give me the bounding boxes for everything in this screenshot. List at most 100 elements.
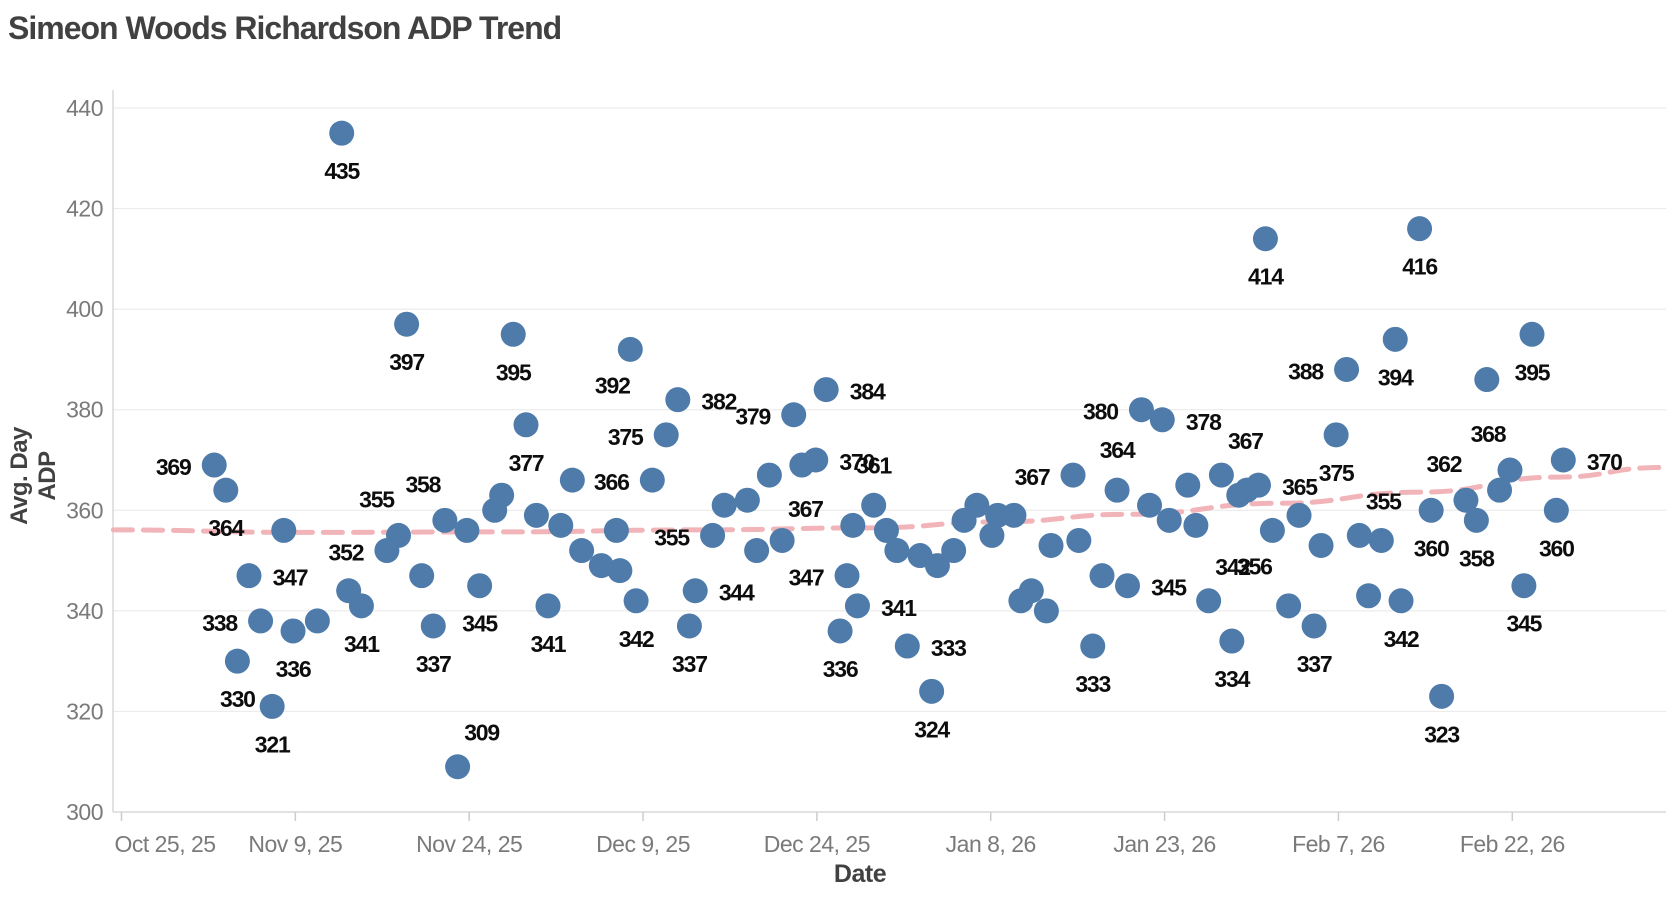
data-point[interactable] (617, 336, 643, 362)
data-point[interactable] (919, 678, 945, 704)
data-point[interactable] (1418, 497, 1444, 523)
data-point[interactable] (711, 492, 737, 518)
data-point[interactable] (769, 527, 795, 553)
data-point[interactable] (420, 613, 446, 639)
data-point[interactable] (1382, 326, 1408, 352)
data-point[interactable] (623, 588, 649, 614)
data-point[interactable] (781, 402, 807, 428)
data-point[interactable] (489, 482, 515, 508)
data-point[interactable] (834, 563, 860, 589)
data-point[interactable] (394, 311, 420, 337)
data-point[interactable] (756, 462, 782, 488)
data-point[interactable] (559, 467, 585, 493)
data-point[interactable] (1453, 487, 1479, 513)
data-point[interactable] (1497, 457, 1523, 483)
data-point[interactable] (1175, 472, 1201, 498)
data-point[interactable] (248, 608, 274, 634)
data-point[interactable] (1018, 578, 1044, 604)
data-point[interactable] (964, 492, 990, 518)
data-point[interactable] (409, 563, 435, 589)
data-point[interactable] (744, 538, 770, 564)
data-point[interactable] (1066, 527, 1092, 553)
data-point[interactable] (1550, 447, 1576, 473)
data-point[interactable] (454, 517, 480, 543)
data-point[interactable] (304, 608, 330, 634)
data-point[interactable] (1104, 477, 1130, 503)
data-point[interactable] (1196, 588, 1222, 614)
data-point[interactable] (827, 618, 853, 644)
data-point[interactable] (1463, 507, 1489, 533)
data-point[interactable] (1543, 497, 1569, 523)
data-point[interactable] (682, 578, 708, 604)
data-point[interactable] (1033, 598, 1059, 624)
data-point[interactable] (924, 553, 950, 579)
data-point[interactable] (1259, 517, 1285, 543)
data-point[interactable] (1301, 613, 1327, 639)
data-point[interactable] (535, 593, 561, 619)
data-point[interactable] (1183, 512, 1209, 538)
data-point[interactable] (1276, 593, 1302, 619)
data-point[interactable] (1001, 502, 1027, 528)
data-point[interactable] (1519, 321, 1545, 347)
data-point[interactable] (348, 593, 374, 619)
data-point[interactable] (861, 492, 887, 518)
data-point[interactable] (1245, 472, 1271, 498)
data-point[interactable] (873, 517, 899, 543)
data-point[interactable] (894, 633, 920, 659)
data-point[interactable] (523, 502, 549, 528)
data-point[interactable] (840, 512, 866, 538)
data-point[interactable] (1089, 563, 1115, 589)
data-point[interactable] (1474, 367, 1500, 393)
data-point[interactable] (259, 693, 285, 719)
data-point[interactable] (1115, 573, 1141, 599)
data-point[interactable] (1156, 507, 1182, 533)
data-point[interactable] (1487, 477, 1513, 503)
data-point[interactable] (1038, 532, 1064, 558)
data-point[interactable] (1208, 462, 1234, 488)
data-point[interactable] (445, 754, 471, 780)
data-point[interactable] (467, 573, 493, 599)
data-point[interactable] (700, 522, 726, 548)
data-point[interactable] (432, 507, 458, 533)
data-point[interactable] (1286, 502, 1312, 528)
data-point[interactable] (665, 387, 691, 413)
data-point[interactable] (653, 422, 679, 448)
data-point[interactable] (1388, 588, 1414, 614)
data-point[interactable] (201, 452, 227, 478)
data-point[interactable] (1128, 397, 1154, 423)
data-point[interactable] (1334, 356, 1360, 382)
data-point[interactable] (844, 593, 870, 619)
data-point[interactable] (1219, 628, 1245, 654)
data-point[interactable] (271, 517, 297, 543)
data-point[interactable] (813, 377, 839, 403)
data-point[interactable] (1511, 573, 1537, 599)
data-point[interactable] (676, 613, 702, 639)
data-point[interactable] (569, 538, 595, 564)
data-point[interactable] (607, 558, 633, 584)
data-point[interactable] (603, 517, 629, 543)
data-point[interactable] (884, 538, 910, 564)
data-point[interactable] (1429, 683, 1455, 709)
data-point[interactable] (224, 648, 250, 674)
data-point[interactable] (1323, 422, 1349, 448)
data-point[interactable] (1346, 522, 1372, 548)
data-point[interactable] (1252, 226, 1278, 252)
data-point[interactable] (548, 512, 574, 538)
data-point[interactable] (639, 467, 665, 493)
data-point[interactable] (803, 447, 829, 473)
data-point[interactable] (500, 321, 526, 347)
data-point[interactable] (1149, 407, 1175, 433)
data-point[interactable] (1356, 583, 1382, 609)
data-point[interactable] (1060, 462, 1086, 488)
data-point[interactable] (386, 522, 412, 548)
data-point[interactable] (1407, 216, 1433, 242)
data-point[interactable] (979, 522, 1005, 548)
data-point[interactable] (1368, 527, 1394, 553)
data-point[interactable] (941, 538, 967, 564)
data-point[interactable] (1308, 532, 1334, 558)
data-point[interactable] (329, 120, 355, 146)
data-point[interactable] (236, 563, 262, 589)
data-point[interactable] (1137, 492, 1163, 518)
data-point[interactable] (280, 618, 306, 644)
data-point[interactable] (513, 412, 539, 438)
